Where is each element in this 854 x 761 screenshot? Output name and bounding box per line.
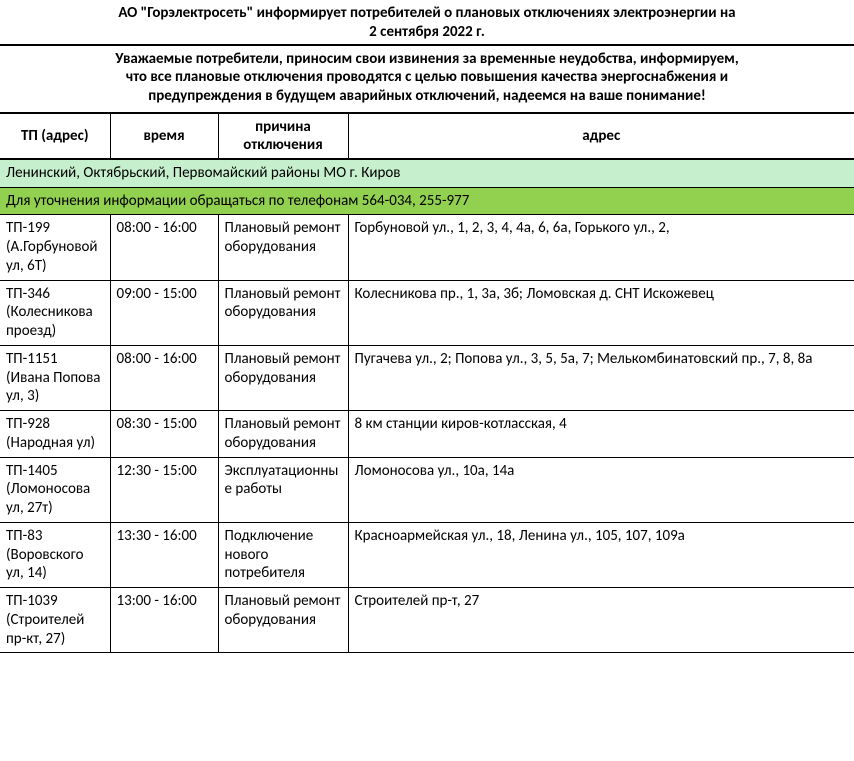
title-block: АО "Горэлектросеть" информирует потребит… bbox=[0, 0, 854, 46]
cell-reason: Подключение нового потребителя bbox=[218, 522, 348, 587]
cell-time: 09:00 - 15:00 bbox=[110, 280, 218, 345]
cell-time: 08:30 - 15:00 bbox=[110, 411, 218, 458]
cell-time: 08:00 - 16:00 bbox=[110, 345, 218, 410]
cell-tp: ТП-346 (Колесникова проезд) bbox=[0, 280, 110, 345]
header-row: ТП (адрес) время причина отключения адре… bbox=[0, 114, 854, 159]
cell-reason: Эксплуатационные работы bbox=[218, 457, 348, 522]
table-row: ТП-83 (Воровского ул, 14) 13:30 - 16:00 … bbox=[0, 522, 854, 587]
notice-line-1: Уважаемые потребители, приносим свои изв… bbox=[8, 50, 846, 69]
notice-line-2: что все плановые отключения проводятся с… bbox=[8, 68, 846, 87]
header-address: адрес bbox=[348, 114, 854, 159]
outage-table: ТП (адрес) время причина отключения адре… bbox=[0, 114, 854, 654]
cell-address: Ломоносова ул., 10а, 14а bbox=[348, 457, 854, 522]
cell-address: Красноармейская ул., 18, Ленина ул., 105… bbox=[348, 522, 854, 587]
table-row: ТП-1405 (Ломоносова ул, 27т) 12:30 - 15:… bbox=[0, 457, 854, 522]
cell-tp: ТП-1151 (Ивана Попова ул, 3) bbox=[0, 345, 110, 410]
cell-tp: ТП-1405 (Ломоносова ул, 27т) bbox=[0, 457, 110, 522]
header-time: время bbox=[110, 114, 218, 159]
banner-districts-row: Ленинский, Октябрьский, Первомайский рай… bbox=[0, 159, 854, 187]
table-row: ТП-346 (Колесникова проезд) 09:00 - 15:0… bbox=[0, 280, 854, 345]
cell-reason: Плановый ремонт оборудования bbox=[218, 411, 348, 458]
cell-address: Горбуновой ул., 1, 2, 3, 4, 4а, 6, 6а, Г… bbox=[348, 215, 854, 280]
header-tp: ТП (адрес) bbox=[0, 114, 110, 159]
cell-tp: ТП-928 (Народная ул) bbox=[0, 411, 110, 458]
table-row: ТП-1039 (Строителей пр-кт, 27) 13:00 - 1… bbox=[0, 588, 854, 653]
cell-address: 8 км станции киров-котласская, 4 bbox=[348, 411, 854, 458]
table-row: ТП-1151 (Ивана Попова ул, 3) 08:00 - 16:… bbox=[0, 345, 854, 410]
cell-time: 08:00 - 16:00 bbox=[110, 215, 218, 280]
cell-time: 12:30 - 15:00 bbox=[110, 457, 218, 522]
title-line-1: АО "Горэлектросеть" информирует потребит… bbox=[8, 4, 846, 23]
header-reason: причина отключения bbox=[218, 114, 348, 159]
banner-districts: Ленинский, Октябрьский, Первомайский рай… bbox=[0, 159, 854, 187]
notice-line-3: предупреждения в будущем аварийных отклю… bbox=[8, 87, 846, 106]
cell-reason: Плановый ремонт оборудования bbox=[218, 280, 348, 345]
table-row: ТП-928 (Народная ул) 08:30 - 15:00 Плано… bbox=[0, 411, 854, 458]
banner-phones: Для уточнения информации обращаться по т… bbox=[0, 187, 854, 215]
cell-reason: Плановый ремонт оборудования bbox=[218, 588, 348, 653]
cell-address: Пугачева ул., 2; Попова ул., 3, 5, 5а, 7… bbox=[348, 345, 854, 410]
table-row: ТП-199 (А.Горбуновой ул, 6Т) 08:00 - 16:… bbox=[0, 215, 854, 280]
cell-time: 13:00 - 16:00 bbox=[110, 588, 218, 653]
cell-tp: ТП-199 (А.Горбуновой ул, 6Т) bbox=[0, 215, 110, 280]
banner-phones-row: Для уточнения информации обращаться по т… bbox=[0, 187, 854, 215]
title-line-2: 2 сентября 2022 г. bbox=[8, 23, 846, 42]
cell-tp: ТП-1039 (Строителей пр-кт, 27) bbox=[0, 588, 110, 653]
cell-reason: Плановый ремонт оборудования bbox=[218, 215, 348, 280]
cell-tp: ТП-83 (Воровского ул, 14) bbox=[0, 522, 110, 587]
cell-address: Колесникова пр., 1, 3а, 3б; Ломовская д.… bbox=[348, 280, 854, 345]
notice-block: Уважаемые потребители, приносим свои изв… bbox=[0, 46, 854, 114]
cell-time: 13:30 - 16:00 bbox=[110, 522, 218, 587]
cell-address: Строителей пр-т, 27 bbox=[348, 588, 854, 653]
cell-reason: Плановый ремонт оборудования bbox=[218, 345, 348, 410]
